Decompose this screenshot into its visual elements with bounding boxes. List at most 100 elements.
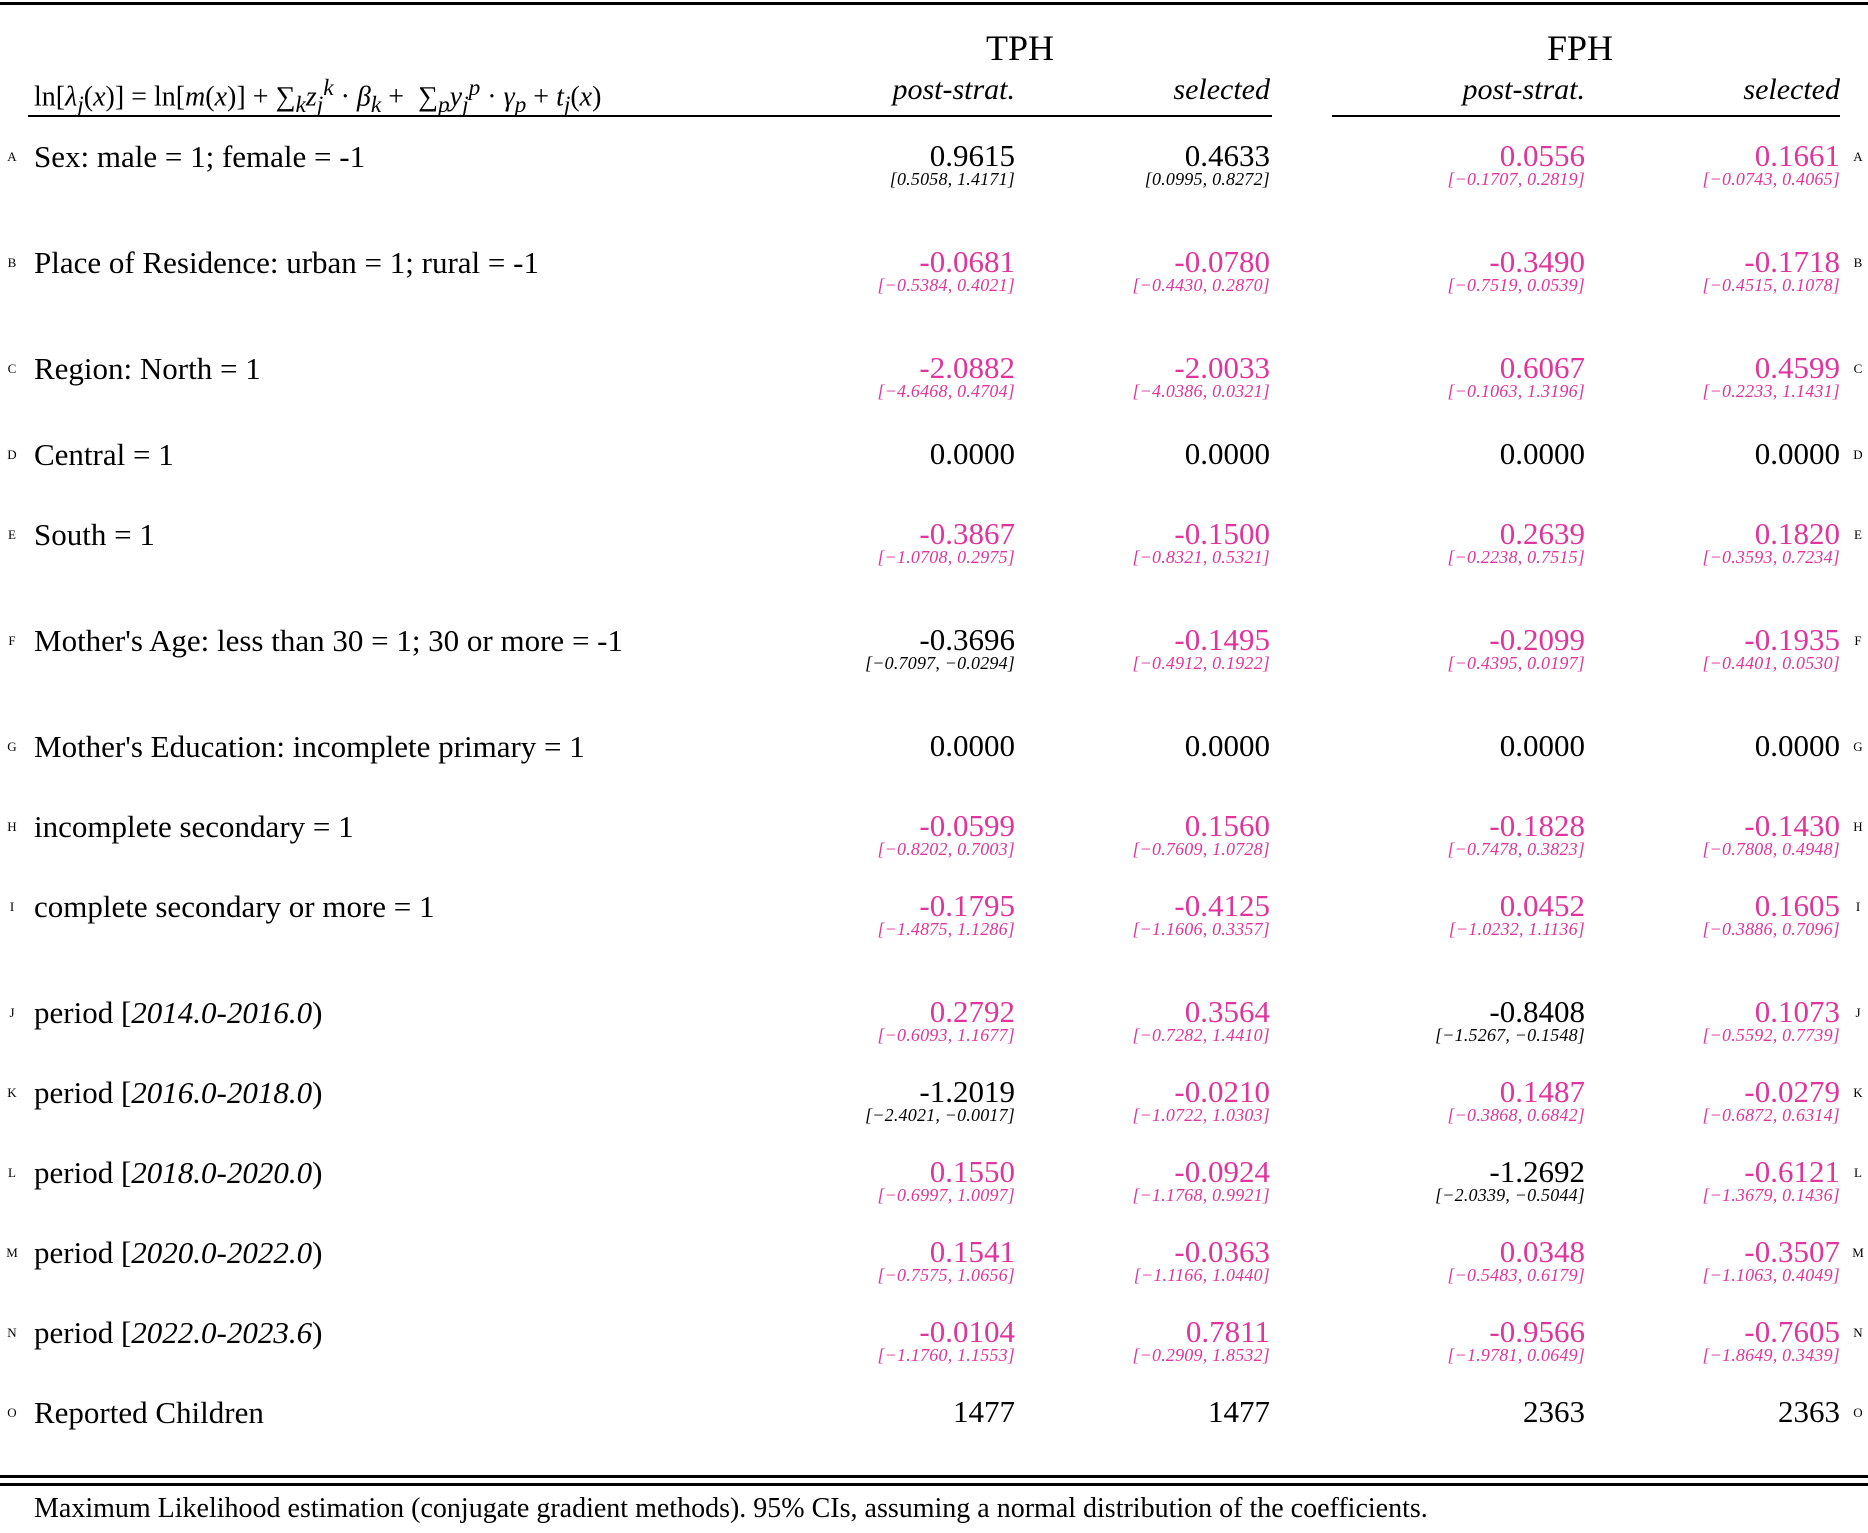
cell-estimate: 0.2792 xyxy=(929,994,1015,1029)
table-cell: 0.4633 [0.0995, 0.8272] xyxy=(970,137,1270,189)
cell-estimate: 0.6067 xyxy=(1499,350,1585,385)
table-cell: -0.9566 [−1.9781, 0.0649] xyxy=(1285,1313,1585,1365)
row-letter-left: K xyxy=(7,1085,17,1100)
cell-estimate: -0.0363 xyxy=(1174,1234,1270,1269)
cell-estimate: -0.1795 xyxy=(919,888,1015,923)
cell-confidence-interval: [−1.1760, 1.1553] xyxy=(877,1345,1015,1365)
table-footnote: Maximum Likelihood estimation (conjugate… xyxy=(34,1493,1428,1524)
row-letter-right: A xyxy=(1853,149,1863,164)
cell-estimate: 0.0000 xyxy=(1499,436,1585,471)
cell-confidence-interval: [0.0995, 0.8272] xyxy=(1144,169,1270,189)
table-cell: -0.3696 [−0.7097, −0.0294] xyxy=(715,621,1015,673)
table-cell: 0.3564 [−0.7282, 1.4410] xyxy=(970,993,1270,1045)
cell-confidence-interval: [−1.9781, 0.0649] xyxy=(1447,1345,1585,1365)
cell-estimate: 0.0000 xyxy=(929,728,1015,763)
row-letter-right: H xyxy=(1853,819,1863,834)
cell-estimate: -0.3507 xyxy=(1744,1234,1840,1269)
cell-estimate: 0.0348 xyxy=(1499,1234,1585,1269)
table-cell: -0.1495 [−0.4912, 0.1922] xyxy=(970,621,1270,673)
cell-confidence-interval: [0.5058, 1.4171] xyxy=(889,169,1015,189)
cell-confidence-interval: [−0.6872, 0.6314] xyxy=(1702,1105,1840,1125)
cell-confidence-interval: [−1.1768, 0.9921] xyxy=(1132,1185,1270,1205)
row-label-period: 2016.0-2018.0 xyxy=(131,1075,313,1110)
table-cell: 0.1820 [−0.3593, 0.7234] xyxy=(1540,515,1840,567)
cell-estimate: 0.0000 xyxy=(1754,436,1840,471)
row-letter-right: K xyxy=(1853,1085,1863,1100)
row-letter-left: L xyxy=(8,1165,16,1180)
cell-estimate: -0.4125 xyxy=(1174,888,1270,923)
cell-estimate: -0.1495 xyxy=(1174,622,1270,657)
cell-confidence-interval: [−0.2238, 0.7515] xyxy=(1447,547,1585,567)
row-letter-right: B xyxy=(1853,255,1863,270)
table-cell: -2.0882 [−4.6468, 0.4704] xyxy=(715,349,1015,401)
model-formula: ln[λj(x)] = ln[m(x)] + ∑kzjk · βk + ∑pyj… xyxy=(34,75,602,118)
row-label: South = 1 xyxy=(34,517,155,552)
table-cell: 0.2792 [−0.6093, 1.1677] xyxy=(715,993,1015,1045)
table-cell: 0.2639 [−0.2238, 0.7515] xyxy=(1285,515,1585,567)
cell-confidence-interval: [−0.5483, 0.6179] xyxy=(1447,1265,1585,1285)
table-cell: -0.8408 [−1.5267, −0.1548] xyxy=(1285,993,1585,1045)
col-header-tph-post-strat: post-strat. xyxy=(892,73,1015,106)
cell-confidence-interval: [−0.7097, −0.0294] xyxy=(865,653,1015,673)
cell-confidence-interval: [−1.0722, 1.0303] xyxy=(1132,1105,1270,1125)
row-letter-right: G xyxy=(1853,739,1863,754)
table-row: D Central = 1 0.0000 0.0000 0.0000 0.0000 D xyxy=(0,435,1868,515)
row-label-prefix: period [ xyxy=(34,1235,132,1270)
cell-confidence-interval: [−0.5384, 0.4021] xyxy=(877,275,1015,295)
group-header-fph: FPH xyxy=(1546,28,1614,68)
table-cell: -0.3490 [−0.7519, 0.0539] xyxy=(1285,243,1585,295)
table-cell: 1477 xyxy=(715,1393,1015,1431)
row-label: complete secondary or more = 1 xyxy=(34,889,435,924)
table-row: C Region: North = 1 -2.0882 [−4.6468, 0.470… xyxy=(0,349,1868,429)
cell-confidence-interval: [−2.0339, −0.5044] xyxy=(1435,1185,1585,1205)
row-letter-left: A xyxy=(7,149,17,164)
row-letter-right: M xyxy=(1852,1245,1864,1260)
cell-estimate: 0.0000 xyxy=(1754,728,1840,763)
table-cell: -0.0104 [−1.1760, 1.1553] xyxy=(715,1313,1015,1365)
table-cell: 0.1487 [−0.3868, 0.6842] xyxy=(1285,1073,1585,1125)
cell-estimate: 0.1541 xyxy=(929,1234,1015,1269)
row-letter-right: C xyxy=(1853,361,1863,376)
cell-estimate: -0.0279 xyxy=(1744,1074,1840,1109)
cell-estimate: -1.2692 xyxy=(1489,1154,1585,1189)
cell-estimate: -0.0104 xyxy=(919,1314,1015,1349)
cell-estimate: 0.4633 xyxy=(1184,138,1270,173)
row-letter-right: L xyxy=(1854,1165,1862,1180)
table-cell: 0.0000 xyxy=(715,435,1015,473)
table-cell: 1477 xyxy=(970,1393,1270,1431)
cell-confidence-interval: [−0.5592, 0.7739] xyxy=(1702,1025,1840,1045)
table-cell: -0.0363 [−1.1166, 1.0440] xyxy=(970,1233,1270,1285)
cell-confidence-interval: [−0.4515, 0.1078] xyxy=(1702,275,1840,295)
table-cell: 0.0452 [−1.0232, 1.1136] xyxy=(1285,887,1585,939)
row-label-suffix: ) xyxy=(312,1315,323,1350)
row-label-period: 2022.0-2023.6 xyxy=(131,1315,313,1350)
row-label: Central = 1 xyxy=(34,437,174,472)
table-cell: 0.9615 [0.5058, 1.4171] xyxy=(715,137,1015,189)
cell-estimate: 0.0000 xyxy=(1184,436,1270,471)
cell-confidence-interval: [−0.3868, 0.6842] xyxy=(1447,1105,1585,1125)
table-cell: -0.7605 [−1.8649, 0.3439] xyxy=(1540,1313,1840,1365)
row-label: Sex: male = 1; female = -1 xyxy=(34,139,366,174)
table-cell: 0.1661 [−0.0743, 0.4065] xyxy=(1540,137,1840,189)
cell-estimate: -0.0780 xyxy=(1174,244,1270,279)
header-rule-right xyxy=(1332,115,1840,117)
cell-estimate: 1477 xyxy=(953,1394,1015,1429)
table-top-rule xyxy=(0,2,1868,5)
row-label: period [2018.0-2020.0) xyxy=(34,1153,322,1193)
cell-confidence-interval: [−0.7575, 1.0656] xyxy=(877,1265,1015,1285)
table-cell: -0.1795 [−1.4875, 1.1286] xyxy=(715,887,1015,939)
cell-confidence-interval: [−0.8202, 0.7003] xyxy=(877,839,1015,859)
cell-estimate: 2363 xyxy=(1523,1394,1585,1429)
cell-estimate: 0.0000 xyxy=(1184,728,1270,763)
cell-confidence-interval: [−1.4875, 1.1286] xyxy=(877,919,1015,939)
table-cell: -0.2099 [−0.4395, 0.0197] xyxy=(1285,621,1585,673)
cell-confidence-interval: [−0.2909, 1.8532] xyxy=(1132,1345,1270,1365)
cell-confidence-interval: [−0.4395, 0.0197] xyxy=(1447,653,1585,673)
row-letter-right: J xyxy=(1855,1005,1861,1020)
table-cell: -0.0210 [−1.0722, 1.0303] xyxy=(970,1073,1270,1125)
cell-confidence-interval: [−1.3679, 0.1436] xyxy=(1702,1185,1840,1205)
cell-estimate: 0.3564 xyxy=(1184,994,1270,1029)
table-cell: -0.0279 [−0.6872, 0.6314] xyxy=(1540,1073,1840,1125)
